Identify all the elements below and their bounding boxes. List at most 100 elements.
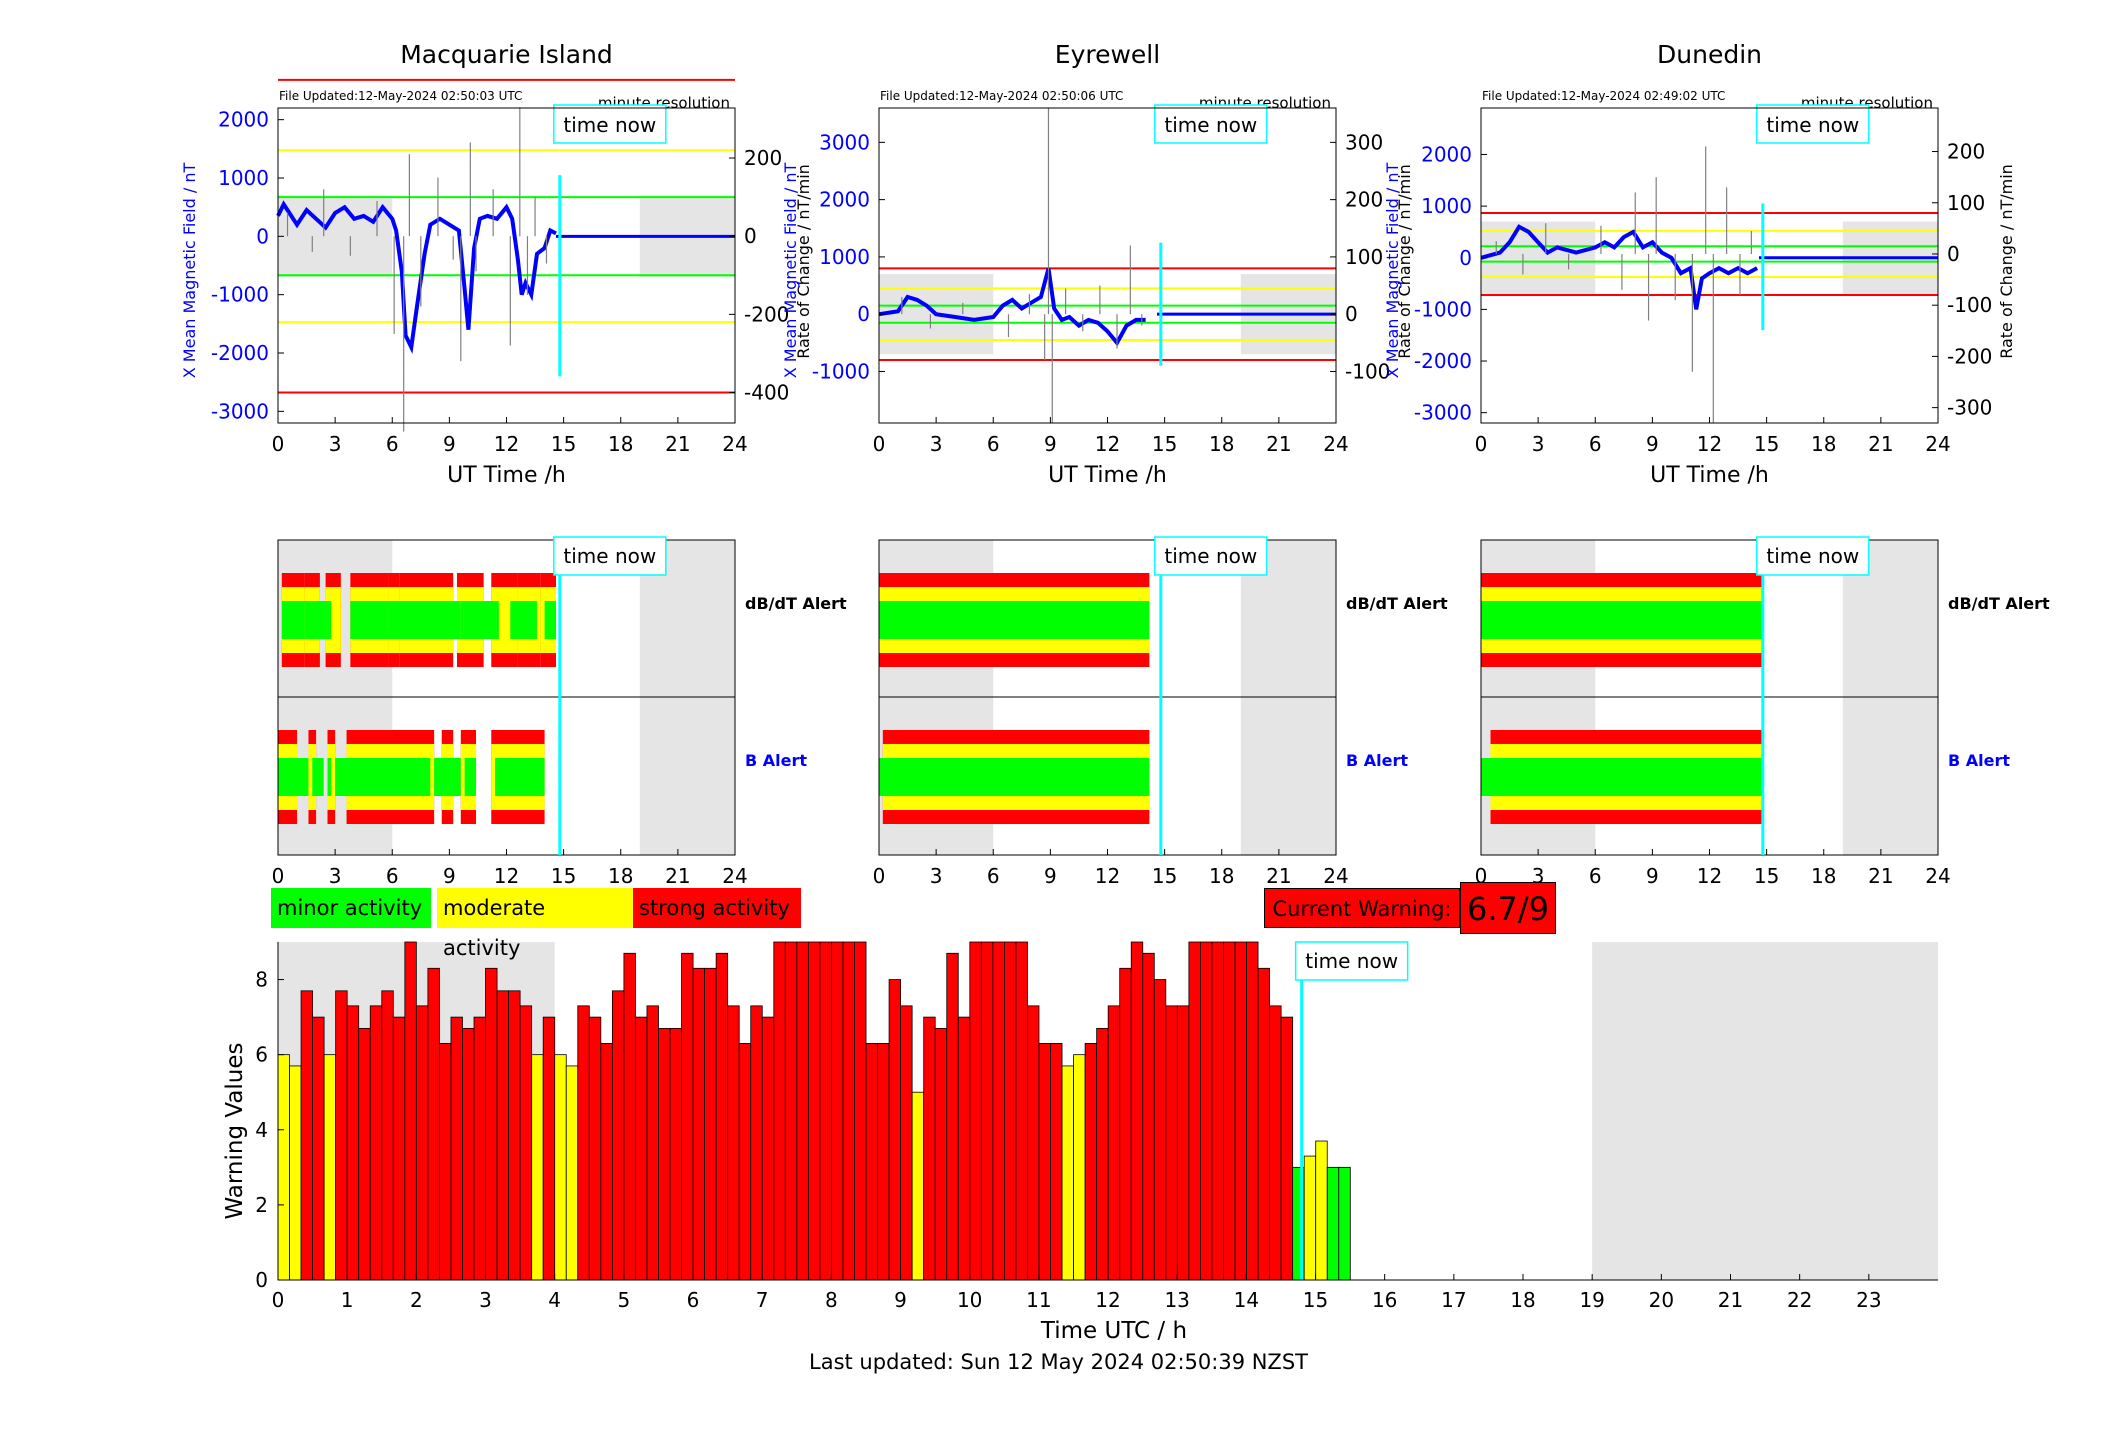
warning-bar-90 (1315, 1140, 1328, 1281)
warning-bar-73 (1119, 967, 1132, 1281)
alert2-x-tick-15: 15 (1152, 864, 1177, 888)
alert2-dbdt-minor-0 (879, 601, 1150, 639)
alert1-x-tick-18: 18 (608, 864, 633, 888)
panel3-night-band-0 (1481, 221, 1596, 294)
alert1-dbdt-minor-0 (281, 601, 305, 639)
panel2-yl-tick--1000: -1000 (812, 359, 870, 383)
panel3-yl-tick-0: 0 (1459, 246, 1472, 270)
alert1-row-label-dbdt: dB/dT Alert (745, 594, 847, 613)
panel3-x-tick-21: 21 (1868, 432, 1893, 456)
alert2-x-tick-21: 21 (1266, 864, 1291, 888)
panel3-x-tick-12: 12 (1697, 432, 1722, 456)
panel3-x-tick-9: 9 (1646, 432, 1659, 456)
panel2-x-tick-3: 3 (930, 432, 943, 456)
warning-bar-38 (715, 952, 729, 1281)
panel2-x-tick-0: 0 (873, 432, 886, 456)
panel3-x-tick-18: 18 (1811, 432, 1836, 456)
current-warning-value: 6.7/9 (1460, 882, 1556, 934)
panel1-x-tick-15: 15 (551, 432, 576, 456)
alert1-dbdt-minor-3 (388, 601, 461, 639)
panel3-yl-tick--2000: -2000 (1414, 349, 1472, 373)
warning-bar-20 (508, 990, 521, 1281)
alert1-dbdt-minor-5 (510, 601, 537, 639)
warning-bar-19 (496, 990, 510, 1281)
current-warning-label: Current Warning: (1264, 888, 1460, 928)
warning-x-tick-23: 23 (1856, 1288, 1881, 1312)
warning-bar-85 (1257, 967, 1270, 1281)
warning-night-band-1 (1592, 942, 1938, 1280)
panel1-yl-tick-0: 0 (256, 224, 269, 248)
warning-bar-5 (335, 990, 348, 1281)
warning-x-tick-10: 10 (957, 1288, 982, 1312)
warning-bar-75 (1142, 952, 1155, 1281)
warning-bar-86 (1269, 1005, 1282, 1281)
warning-bar-12 (415, 1005, 429, 1281)
panel2-file-updated: File Updated:12-May-2024 02:50:06 UTC (880, 89, 1123, 103)
warning-x-tick-18: 18 (1510, 1288, 1535, 1312)
panel3-ylabel-left: X Mean Magnetic Field / nT (1383, 163, 1402, 379)
warning-bar-32 (646, 1005, 659, 1281)
panel1-yr-tick--200: -200 (744, 302, 789, 326)
alert1-b-minor-5 (464, 758, 477, 796)
warning-bar-24 (554, 1054, 567, 1281)
warning-y-tick-6: 6 (255, 1043, 268, 1067)
panel1-x-tick-12: 12 (494, 432, 519, 456)
warning-bar-56 (923, 1016, 936, 1281)
panel2-xlabel: UT Time /h (1048, 463, 1167, 488)
panel2-time-now-box (1154, 104, 1268, 144)
alert3-x-tick-15: 15 (1754, 864, 1779, 888)
panel1-yl-tick--1000: -1000 (211, 283, 269, 307)
panel1-yr-tick--400: -400 (744, 381, 789, 405)
warning-bar-14 (439, 1043, 452, 1281)
warning-bar-52 (877, 1043, 890, 1281)
warning-y-tick-8: 8 (255, 968, 268, 992)
panel3-x-tick-24: 24 (1925, 432, 1950, 456)
warning-x-tick-3: 3 (479, 1288, 492, 1312)
alert1-x-tick-3: 3 (329, 864, 342, 888)
panel1-yr-tick-200: 200 (744, 146, 782, 170)
panel2-ylabel-right: Rate of Change / nT/min (1395, 164, 1414, 359)
panel3-yr-tick--200: -200 (1947, 344, 1992, 368)
alert3-x-tick-18: 18 (1811, 864, 1836, 888)
warning-bar-30 (623, 952, 636, 1281)
alert2-x-tick-9: 9 (1044, 864, 1057, 888)
panel3-file-updated: File Updated:12-May-2024 02:49:02 UTC (1482, 89, 1725, 103)
warning-x-tick-19: 19 (1579, 1288, 1604, 1312)
panel1-yl-tick-2000: 2000 (218, 108, 269, 132)
warning-bar-13 (427, 967, 440, 1281)
panel3-yl-tick--1000: -1000 (1414, 297, 1472, 321)
panel2-x-tick-12: 12 (1095, 432, 1120, 456)
panel2-yr-tick--100: -100 (1345, 359, 1390, 383)
warning-bar-17 (473, 1016, 486, 1281)
panel1-title: Macquarie Island (400, 40, 613, 69)
panel3-yl-tick--3000: -3000 (1414, 401, 1472, 425)
panel2-yr-tick-100: 100 (1345, 245, 1383, 269)
alert2-x-tick-12: 12 (1095, 864, 1120, 888)
warning-bar-7 (358, 1027, 371, 1281)
warning-x-tick-21: 21 (1718, 1288, 1743, 1312)
panel1-time-now-label: time now (563, 113, 656, 137)
panel1-yr-tick-0: 0 (744, 224, 757, 248)
warning-bar-65 (1027, 1005, 1040, 1281)
panel2-x-tick-15: 15 (1152, 432, 1177, 456)
warning-bar-69 (1073, 1054, 1086, 1281)
panel3-yr-tick-0: 0 (1947, 242, 1960, 266)
panel3-yr-tick--300: -300 (1947, 396, 1992, 420)
alert1-b-minor-3 (335, 758, 431, 796)
warning-bar-23 (542, 1016, 556, 1281)
warning-bar-0 (277, 1054, 290, 1281)
warning-bar-89 (1303, 1155, 1317, 1281)
panel2-yl-tick-2000: 2000 (819, 188, 870, 212)
panel1-x-tick-6: 6 (386, 432, 399, 456)
warning-x-tick-6: 6 (687, 1288, 700, 1312)
warning-bar-31 (635, 1016, 648, 1281)
legend-moderate: moderate activity (437, 888, 633, 960)
panel3-time-now-label: time now (1766, 113, 1859, 137)
warning-bar-60 (969, 941, 982, 1281)
last-updated: Last updated: Sun 12 May 2024 02:50:39 N… (809, 1350, 1308, 1374)
panel1-ylabel-left: X Mean Magnetic Field / nT (180, 163, 199, 379)
warning-bar-36 (692, 967, 706, 1281)
warning-bar-79 (1188, 941, 1201, 1281)
panel3-yl-tick-1000: 1000 (1421, 194, 1472, 218)
warning-bar-71 (1096, 1027, 1109, 1281)
